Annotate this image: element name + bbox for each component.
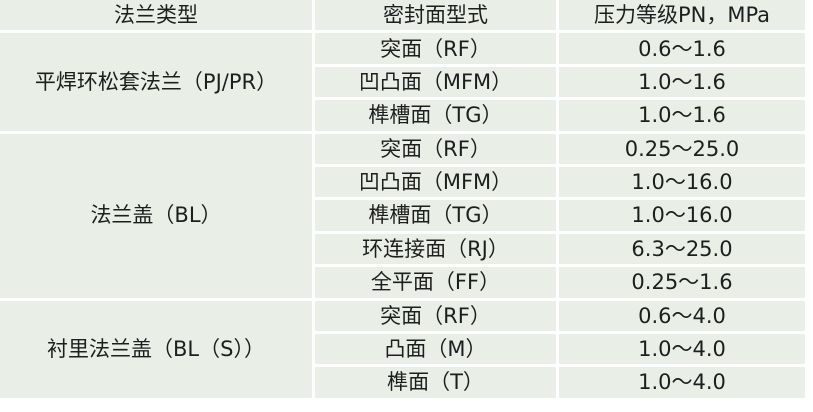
table-row: 榫面（T） 1.0～4.0 bbox=[0, 367, 805, 398]
flange-table: 法兰类型 密封面型式 压力等级PN，MPa 平焊环松套法兰（PJ/PR） 突面（… bbox=[0, 0, 805, 398]
pressure-cell: 1.0～4.0 bbox=[559, 333, 805, 365]
seal-face-cell: 榫槽面（TG） bbox=[315, 100, 556, 131]
table-row: 凸面（M） 1.0～4.0 bbox=[0, 333, 805, 365]
table-row: 平焊环松套法兰（PJ/PR） 突面（RF） 0.6～1.6 bbox=[0, 33, 805, 131]
pressure-cell: 0.25～1.6 bbox=[559, 267, 805, 298]
pressure-cell: 0.6～1.6 bbox=[559, 33, 805, 64]
table-row: 全平面（FF） 0.25～1.6 bbox=[0, 267, 805, 298]
seal-face-cell: 突面（RF） bbox=[315, 33, 556, 64]
pressure-cell: 1.0～16.0 bbox=[559, 166, 805, 198]
flange-type-cell: 法兰盖（BL） bbox=[0, 133, 312, 298]
seal-face-cell: 凸面（M） bbox=[315, 333, 556, 365]
pressure-cell: 1.0～1.6 bbox=[559, 100, 805, 131]
seal-face-cell: 全平面（FF） bbox=[315, 267, 556, 298]
pressure-cell: 0.25～25.0 bbox=[559, 133, 805, 164]
seal-face-cell: 凹凸面（MFM） bbox=[315, 166, 556, 198]
pressure-cell: 1.0～4.0 bbox=[559, 367, 805, 398]
pressure-cell: 0.6～4.0 bbox=[559, 300, 805, 331]
table-row: 衬里法兰盖（BL（S）） 突面（RF） 0.6～4.0 bbox=[0, 300, 805, 398]
seal-face-cell: 榫槽面（TG） bbox=[315, 200, 556, 231]
table-row: 榫槽面（TG） 1.0～1.6 bbox=[0, 100, 805, 131]
header-seal-face: 密封面型式 bbox=[315, 0, 556, 31]
table-row: 榫槽面（TG） 1.0～16.0 bbox=[0, 200, 805, 231]
seal-face-cell: 凹凸面（MFM） bbox=[315, 66, 556, 98]
pressure-cell: 6.3～25.0 bbox=[559, 233, 805, 265]
pressure-cell: 1.0～1.6 bbox=[559, 66, 805, 98]
seal-face-cell: 突面（RF） bbox=[315, 300, 556, 331]
flange-type-cell: 平焊环松套法兰（PJ/PR） bbox=[0, 33, 312, 131]
table-row: 凹凸面（MFM） 1.0～16.0 bbox=[0, 166, 805, 198]
seal-face-cell: 环连接面（RJ） bbox=[315, 233, 556, 265]
header-pressure: 压力等级PN，MPa bbox=[559, 0, 805, 31]
table-row: 法兰盖（BL） 突面（RF） 0.25～25.0 bbox=[0, 133, 805, 298]
table-header-row: 法兰类型 密封面型式 压力等级PN，MPa bbox=[0, 0, 805, 31]
seal-face-cell: 突面（RF） bbox=[315, 133, 556, 164]
header-flange-type: 法兰类型 bbox=[0, 0, 312, 31]
table-row: 凹凸面（MFM） 1.0～1.6 bbox=[0, 66, 805, 98]
seal-face-cell: 榫面（T） bbox=[315, 367, 556, 398]
flange-type-cell: 衬里法兰盖（BL（S）） bbox=[0, 300, 312, 398]
pressure-cell: 1.0～16.0 bbox=[559, 200, 805, 231]
table-row: 环连接面（RJ） 6.3～25.0 bbox=[0, 233, 805, 265]
